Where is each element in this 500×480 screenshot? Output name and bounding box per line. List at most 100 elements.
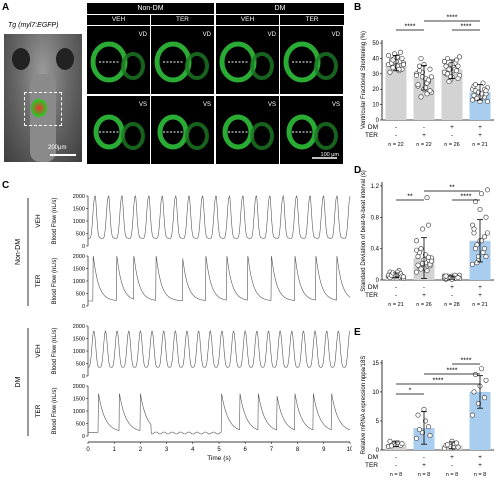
- data-point: [445, 55, 451, 61]
- significance-label: ****: [405, 24, 416, 31]
- data-point: [443, 63, 449, 69]
- data-point: [473, 372, 479, 378]
- trace-y-tick-label: 1500: [73, 337, 85, 343]
- condition-ter: -: [395, 462, 397, 469]
- data-point: [485, 99, 491, 105]
- condition-dm: -: [423, 284, 425, 291]
- y-tick-label: 0: [376, 118, 380, 124]
- panel-a-caption: Tg (myl7:EGFP): [8, 22, 59, 29]
- y-tick-label: 15: [372, 361, 379, 367]
- data-point: [421, 406, 427, 412]
- trace-y-tick-label: 1500: [73, 267, 85, 273]
- panel-d-label: D: [354, 165, 362, 176]
- panel-b-label: B: [354, 2, 362, 13]
- atrium-outline: [121, 122, 145, 150]
- x-tick-label: 10: [347, 447, 352, 453]
- x-tick-label: 5: [217, 447, 221, 453]
- y-tick-label: 30: [372, 72, 379, 78]
- n-label: n = 26: [416, 302, 431, 308]
- data-point: [396, 66, 402, 72]
- y-tick-label: 0: [376, 278, 380, 284]
- significance-label: ****: [461, 194, 472, 201]
- view-label: VS: [139, 102, 147, 108]
- bar: [469, 391, 491, 450]
- data-point: [415, 253, 421, 259]
- group-header-nondm: Non-DM: [87, 3, 214, 14]
- chart-e: 0 5 10 15 Relative mRNA expression nppa/18S -…: [361, 356, 494, 478]
- data-point: [400, 274, 406, 280]
- condition-dm: +: [450, 284, 454, 291]
- trace-y-tick-label: 0: [82, 244, 85, 250]
- data-point: [470, 97, 476, 103]
- y-axis-label: Ventricular Fractional Shortening (%): [361, 31, 367, 129]
- data-point: [426, 424, 432, 430]
- trace-y-tick-label: 1500: [73, 397, 85, 403]
- x-tick-label: 6: [244, 447, 248, 453]
- data-point: [480, 250, 486, 256]
- data-point: [413, 435, 419, 441]
- n-label: n = 28: [444, 302, 459, 308]
- heart-image-grid: VD VD VD VD VS VS VS VS 100 μm: [87, 26, 343, 164]
- data-point: [479, 191, 485, 197]
- data-point: [413, 269, 419, 275]
- y-tick-label: 10: [372, 103, 379, 109]
- trace-y-axis-label: Blood Flow (nL/s): [52, 388, 58, 435]
- data-point: [426, 222, 432, 228]
- trace-y-tick-label: 0: [82, 434, 85, 440]
- fish-scalebar-label: 200μm: [48, 145, 67, 151]
- heart-scalebar-label: 100 μm: [321, 152, 340, 158]
- data-point: [385, 52, 391, 58]
- y-tick-label: 20: [372, 87, 379, 93]
- data-point: [429, 74, 435, 80]
- data-point: [388, 443, 394, 449]
- n-label: n = 26: [444, 142, 459, 148]
- data-point: [485, 187, 491, 193]
- data-point: [415, 82, 421, 88]
- data-point: [417, 63, 423, 69]
- condition-dm: +: [450, 124, 454, 131]
- data-point: [418, 94, 424, 100]
- trace-y-tick-label: 500: [76, 362, 85, 368]
- group-header-dm: DM: [216, 3, 344, 14]
- n-label: n = 21: [388, 302, 403, 308]
- data-point: [483, 88, 489, 94]
- data-point: [415, 412, 421, 418]
- trace-y-tick-label: 500: [76, 422, 85, 428]
- trace-condition-label: VEH: [35, 214, 42, 228]
- data-point: [482, 234, 488, 240]
- condition-dm: +: [478, 284, 482, 291]
- data-point: [413, 238, 419, 244]
- condition-ter: +: [478, 292, 482, 299]
- data-point: [424, 91, 430, 97]
- data-point: [454, 68, 460, 74]
- condition-dm: -: [395, 124, 397, 131]
- data-point: [399, 441, 405, 447]
- significance-label: *: [409, 388, 412, 395]
- atrium-outline: [314, 52, 338, 80]
- condition-dm: -: [395, 454, 397, 461]
- trace-y-tick-label: 2000: [73, 254, 85, 260]
- data-point: [413, 247, 419, 253]
- atrium-outline: [314, 122, 338, 150]
- condition-ter: -: [395, 292, 397, 299]
- data-point: [413, 72, 419, 78]
- n-label: n = 22: [416, 142, 431, 148]
- y-tick-label: 10: [372, 390, 379, 396]
- n-label: n = 22: [388, 142, 403, 148]
- condition-ter: +: [478, 462, 482, 469]
- x-tick-label: 7: [270, 447, 274, 453]
- condition-dm: +: [450, 454, 454, 461]
- blood-flow-trace: [88, 393, 351, 435]
- trace-y-tick-label: 0: [82, 374, 85, 380]
- trace-y-tick-label: 500: [76, 232, 85, 238]
- data-point: [418, 246, 424, 252]
- condition-ter: -: [451, 462, 453, 469]
- blood-flow-trace: [88, 194, 351, 239]
- data-point: [420, 226, 426, 232]
- data-point: [397, 49, 403, 55]
- data-point: [471, 389, 477, 395]
- y-tick-label: 1.2: [371, 184, 380, 190]
- view-label: VS: [203, 102, 211, 108]
- y-tick-label: 0.4: [371, 247, 380, 253]
- data-point: [417, 427, 423, 433]
